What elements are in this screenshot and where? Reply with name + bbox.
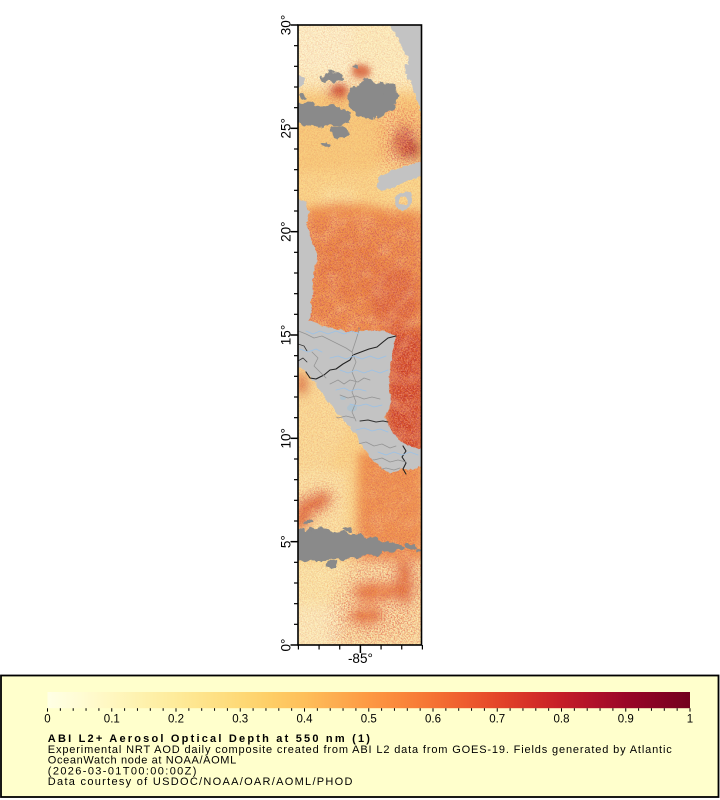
- svg-text:20°: 20°: [279, 221, 294, 241]
- svg-text:30°: 30°: [279, 15, 294, 35]
- svg-text:1: 1: [687, 714, 693, 726]
- svg-text:0: 0: [44, 714, 50, 726]
- svg-text:15°: 15°: [279, 325, 294, 345]
- svg-text:0°: 0°: [279, 639, 294, 652]
- svg-text:0.2: 0.2: [168, 714, 184, 726]
- svg-text:0.5: 0.5: [361, 714, 377, 726]
- svg-text:0.6: 0.6: [425, 714, 441, 726]
- svg-text:-85°: -85°: [348, 651, 373, 666]
- svg-text:0.9: 0.9: [618, 714, 634, 726]
- svg-text:0.1: 0.1: [104, 714, 120, 726]
- svg-text:5°: 5°: [279, 535, 294, 548]
- svg-text:0.8: 0.8: [554, 714, 570, 726]
- svg-text:OceanWatch node at NOAA/AOML: OceanWatch node at NOAA/AOML: [48, 755, 237, 767]
- svg-text:0.4: 0.4: [297, 714, 314, 726]
- svg-text:Experimental NRT AOD daily com: Experimental NRT AOD daily composite cre…: [48, 744, 673, 756]
- svg-text:10°: 10°: [279, 428, 294, 448]
- svg-text:ABI L2+ Aerosol Optical Depth: ABI L2+ Aerosol Optical Depth at 550 nm …: [48, 733, 372, 745]
- svg-text:25°: 25°: [279, 118, 294, 138]
- svg-text:0.7: 0.7: [489, 714, 505, 726]
- svg-text:Data courtesy of USDOC/NOAA/OA: Data courtesy of USDOC/NOAA/OAR/AOML/PHO…: [48, 776, 354, 788]
- svg-text:0.3: 0.3: [232, 714, 248, 726]
- svg-text:(2026-03-01T00:00:00Z): (2026-03-01T00:00:00Z): [48, 765, 198, 777]
